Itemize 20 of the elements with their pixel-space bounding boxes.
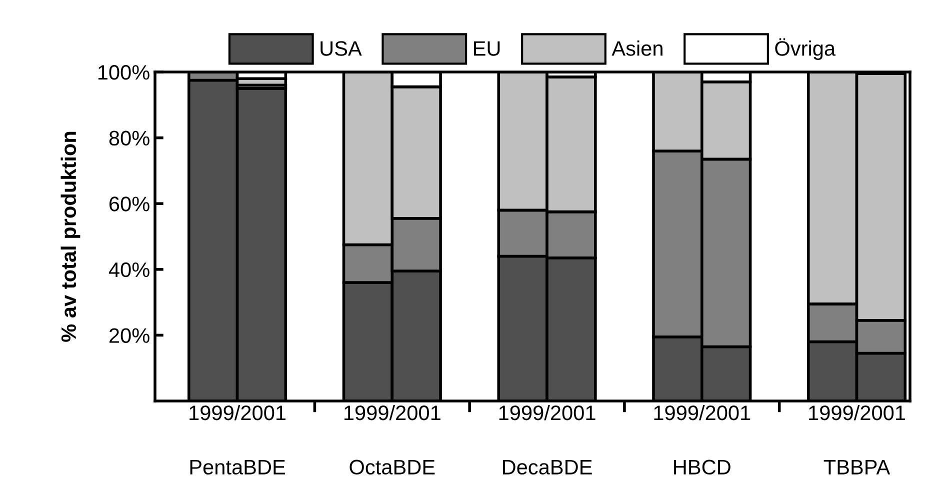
legend-label: USA xyxy=(320,41,362,56)
text: PentaBDE xyxy=(190,460,286,475)
text: DecaBDE xyxy=(502,460,592,475)
legend-label: EU xyxy=(474,41,500,56)
y-tick-label: 20% xyxy=(109,328,150,343)
y-axis-title: % av total produktion xyxy=(60,132,80,342)
legend-label: Övriga xyxy=(775,38,836,60)
text: TBBPA xyxy=(824,460,890,474)
text: OctaBDE xyxy=(350,460,435,475)
y-tick-label: 80% xyxy=(109,130,150,146)
text: 1999/2001 xyxy=(499,404,596,420)
legend-label: Asien xyxy=(612,40,662,56)
text: HBCD xyxy=(674,460,730,475)
y-tick-label: 60% xyxy=(110,196,150,212)
text: 1999/2001 xyxy=(809,404,905,420)
text: 1999/2001 xyxy=(654,404,750,420)
y-tick-label: 40% xyxy=(108,262,150,278)
text: 1999/2001 xyxy=(344,404,440,420)
text: 1999/2001 xyxy=(190,404,286,420)
y-tick-label: 100% xyxy=(98,65,150,80)
